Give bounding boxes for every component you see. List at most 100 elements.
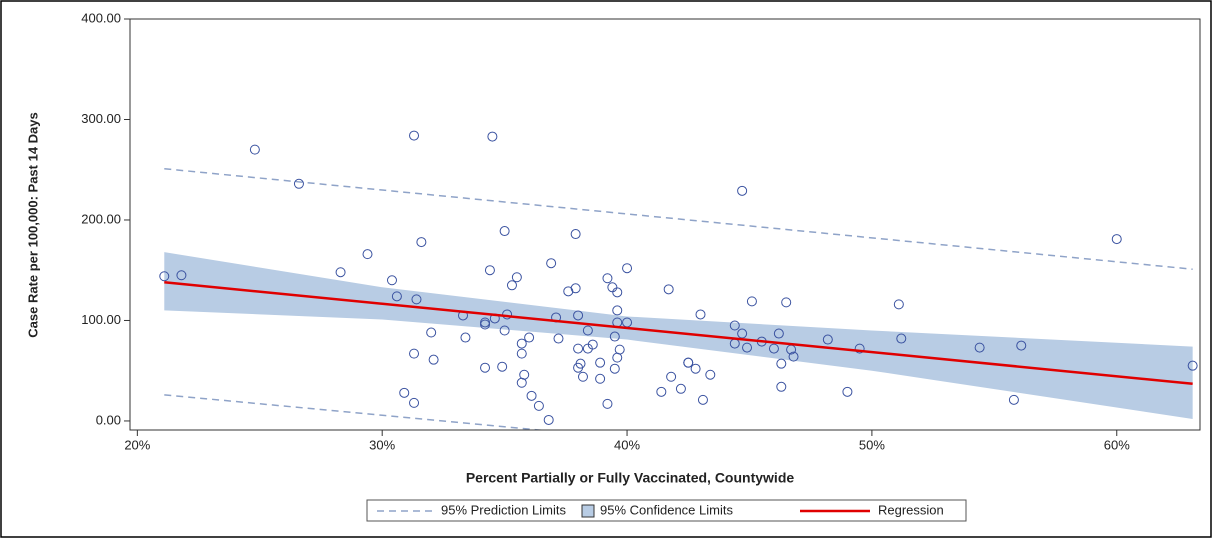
data-point xyxy=(526,390,537,401)
data-point xyxy=(249,144,260,155)
legend-box xyxy=(366,499,967,522)
x-tick-label: 40% xyxy=(614,437,640,452)
data-point xyxy=(391,291,402,302)
data-point xyxy=(705,369,716,380)
data-point xyxy=(896,333,907,344)
y-tick-label: 200.00 xyxy=(81,211,121,226)
data-point xyxy=(416,237,427,248)
data-point xyxy=(409,397,420,408)
data-point xyxy=(497,361,508,372)
data-point xyxy=(516,348,527,359)
data-point xyxy=(409,348,420,359)
data-point xyxy=(546,258,557,269)
data-point xyxy=(893,299,904,310)
data-point xyxy=(487,131,498,142)
data-point xyxy=(663,284,674,295)
data-point xyxy=(362,249,373,260)
plot-area xyxy=(159,130,1198,430)
data-point xyxy=(656,386,667,397)
data-point xyxy=(622,263,633,274)
data-point xyxy=(516,338,527,349)
data-point xyxy=(854,343,865,354)
legend-label: Regression xyxy=(878,502,944,517)
data-point xyxy=(595,373,606,384)
data-point xyxy=(697,394,708,405)
data-point xyxy=(602,398,613,409)
data-point xyxy=(460,332,471,343)
data-point xyxy=(612,352,623,363)
data-point xyxy=(602,273,613,284)
data-point xyxy=(1008,394,1019,405)
legend-label: 95% Confidence Limits xyxy=(600,502,733,517)
data-point xyxy=(788,351,799,362)
data-point xyxy=(524,332,535,343)
data-point xyxy=(480,319,491,330)
data-point xyxy=(553,333,564,344)
y-tick-label: 0.00 xyxy=(96,412,121,427)
data-point xyxy=(159,271,170,282)
data-point xyxy=(974,342,985,353)
data-point xyxy=(675,383,686,394)
x-axis-title: Percent Partially or Fully Vaccinated, C… xyxy=(466,470,795,486)
data-point xyxy=(609,331,620,342)
data-point xyxy=(746,296,757,307)
x-tick-label: 50% xyxy=(859,437,885,452)
data-point xyxy=(499,226,510,237)
data-point xyxy=(570,229,581,240)
data-point xyxy=(612,287,623,298)
y-tick-label: 100.00 xyxy=(81,312,121,327)
confidence-band xyxy=(164,252,1193,419)
data-point xyxy=(573,362,584,373)
y-tick-label: 300.00 xyxy=(81,111,121,126)
data-point xyxy=(570,283,581,294)
data-point xyxy=(409,130,420,141)
data-point xyxy=(563,286,574,297)
data-point xyxy=(573,343,584,354)
y-axis-title: Case Rate per 100,000: Past 14 Days xyxy=(25,112,40,337)
data-point xyxy=(293,178,304,189)
data-point xyxy=(1016,340,1027,351)
data-point xyxy=(411,294,422,305)
data-point xyxy=(595,357,606,368)
data-point xyxy=(695,309,706,320)
data-point xyxy=(666,371,677,382)
data-point xyxy=(399,387,410,398)
data-point xyxy=(737,185,748,196)
data-point xyxy=(742,342,753,353)
data-point xyxy=(776,358,787,369)
data-point xyxy=(573,310,584,321)
data-point xyxy=(335,267,346,278)
data-point xyxy=(842,386,853,397)
x-tick-label: 60% xyxy=(1104,437,1130,452)
data-point xyxy=(773,328,784,339)
x-tick-label: 20% xyxy=(124,437,150,452)
data-point xyxy=(781,297,792,308)
data-point xyxy=(428,354,439,365)
data-point xyxy=(386,275,397,286)
y-tick-label: 400.00 xyxy=(81,10,121,25)
data-point xyxy=(587,339,598,350)
plot-border xyxy=(129,18,1201,431)
data-point xyxy=(426,327,437,338)
prediction-limit xyxy=(164,167,1193,270)
data-point xyxy=(511,272,522,283)
data-point xyxy=(533,400,544,411)
data-point xyxy=(577,371,588,382)
data-point xyxy=(683,357,694,368)
data-point xyxy=(822,334,833,345)
data-point xyxy=(480,362,491,373)
data-point xyxy=(582,325,593,336)
data-point xyxy=(607,282,618,293)
data-point xyxy=(499,325,510,336)
data-point xyxy=(1187,360,1198,371)
data-point xyxy=(176,270,187,281)
data-point xyxy=(609,363,620,374)
legend-label: 95% Prediction Limits xyxy=(441,502,566,517)
x-tick-label: 30% xyxy=(369,437,395,452)
data-point xyxy=(516,377,527,388)
data-point xyxy=(543,414,554,425)
data-point xyxy=(768,343,779,354)
data-point xyxy=(1111,234,1122,245)
